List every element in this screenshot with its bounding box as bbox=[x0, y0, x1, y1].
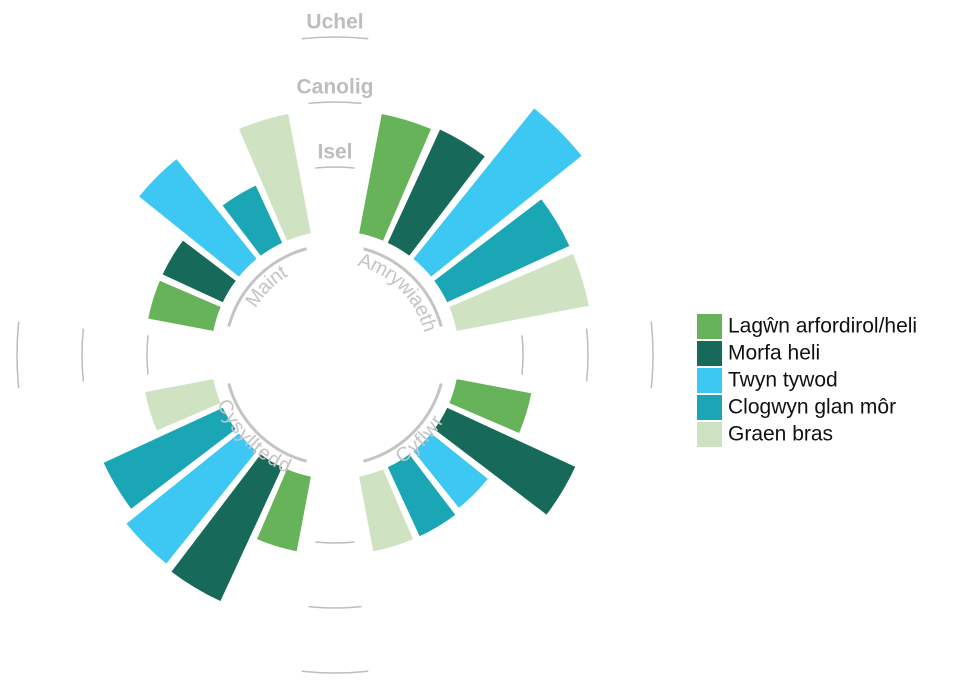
bar bbox=[159, 237, 239, 305]
bar bbox=[385, 126, 488, 259]
bar bbox=[145, 278, 224, 334]
legend-swatch bbox=[697, 395, 722, 420]
group-arc bbox=[227, 383, 307, 463]
ring-arc bbox=[308, 605, 362, 609]
bar bbox=[356, 111, 434, 244]
ring-arc bbox=[301, 36, 369, 40]
ring-arc bbox=[650, 321, 654, 389]
legend-swatch bbox=[697, 341, 722, 366]
bar bbox=[385, 451, 459, 539]
bar bbox=[446, 376, 534, 436]
ring-arc bbox=[315, 166, 355, 169]
bar bbox=[219, 182, 285, 259]
legend-swatch bbox=[697, 422, 722, 447]
bar bbox=[100, 405, 239, 512]
group-arc bbox=[363, 247, 443, 327]
bar bbox=[136, 156, 260, 280]
group-arc bbox=[363, 383, 443, 463]
ring-label: Canolig bbox=[297, 76, 374, 99]
legend-swatch bbox=[697, 314, 722, 339]
bar bbox=[410, 105, 585, 280]
ring-arc bbox=[81, 328, 85, 382]
ring-arc bbox=[308, 101, 362, 105]
bar bbox=[356, 466, 416, 554]
group-arc bbox=[227, 247, 307, 327]
ring-label: Isel bbox=[317, 141, 352, 164]
legend-label: Morfa heli bbox=[728, 342, 820, 365]
ring-arc bbox=[16, 321, 20, 389]
bar bbox=[142, 376, 224, 434]
bar bbox=[446, 251, 592, 334]
legend-label: Lagŵn arfordirol/heli bbox=[728, 315, 917, 338]
ring-arc bbox=[521, 335, 524, 375]
legend-label: Graen bras bbox=[728, 423, 833, 446]
ring-label: Uchel bbox=[306, 11, 363, 34]
ring-arc bbox=[585, 328, 589, 382]
legend-label: Twyn tywod bbox=[728, 369, 838, 392]
bar bbox=[254, 466, 314, 554]
ring-arc bbox=[315, 541, 355, 544]
legend-label: Clogwyn glan môr bbox=[728, 396, 896, 419]
bar bbox=[431, 196, 572, 305]
bar bbox=[168, 451, 285, 604]
ring-arc bbox=[146, 335, 149, 375]
bar bbox=[236, 111, 314, 244]
bar bbox=[431, 405, 578, 518]
ring-arc bbox=[301, 670, 369, 674]
bar bbox=[123, 430, 260, 567]
bar bbox=[410, 430, 491, 511]
legend-swatch bbox=[697, 368, 722, 393]
